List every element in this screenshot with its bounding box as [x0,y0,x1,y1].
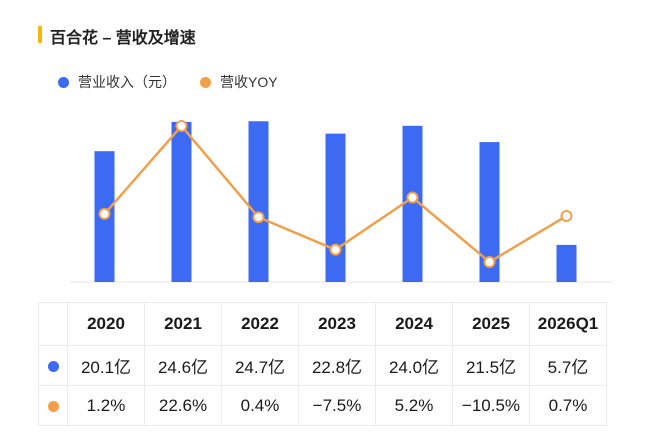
revenue-cell: 24.7亿 [221,345,299,386]
revenue-cell: 24.6亿 [144,345,222,386]
yoy-points [98,120,573,268]
header-year: 2021 [144,302,222,346]
header-year: 2023 [298,302,376,346]
yoy-point [483,256,496,268]
legend-label-yoy: 营收YOY [220,74,278,90]
header-year: 2020 [67,302,145,346]
header-corner-cell [38,302,68,346]
chart-legend: 营业收入（元） 营收YOY [58,72,302,92]
yoy-cell: 0.4% [221,385,299,426]
yoy-cell: 22.6% [144,385,222,426]
legend-label-revenue: 营业收入（元） [78,74,176,90]
revenue-cell: 24.0亿 [375,345,453,386]
yoy-cell: 5.2% [375,385,453,426]
revenue-bar [325,133,346,282]
orange-dot-icon [47,400,59,412]
revenue-cell: 20.1亿 [67,345,145,386]
legend-item-yoy: 营收YOY [200,72,278,92]
blue-dot-icon [47,360,59,372]
yoy-point [329,243,342,256]
title-accent-bar [38,26,42,43]
yoy-point [98,207,111,220]
table-row-revenue: 20.1亿 24.6亿 24.7亿 22.8亿 24.0亿 21.5亿 5.7亿 [38,345,607,386]
yoy-cell: 0.7% [529,385,607,426]
header-year: 2022 [221,302,299,346]
yoy-point [252,211,265,224]
yoy-row-marker [38,385,68,426]
yoy-cell: −7.5% [298,385,376,426]
data-table: 2020 2021 2022 2023 2024 2025 2026Q1 20.… [38,302,607,426]
revenue-cell: 22.8亿 [298,345,376,386]
header-year: 2025 [452,302,530,346]
revenue-bar [479,142,500,282]
yoy-point [406,191,419,204]
yoy-cell: −10.5% [452,385,530,426]
revenue-bar [402,125,423,282]
revenue-bar [556,244,577,282]
legend-item-revenue: 营业收入（元） [58,72,176,92]
revenue-yoy-chart [70,120,612,283]
revenue-cell: 21.5亿 [452,345,530,386]
revenue-bars [94,121,577,283]
table-row-yoy: 1.2% 22.6% 0.4% −7.5% 5.2% −10.5% 0.7% [38,385,607,426]
chart-title: 百合花 – 营收及增速 [50,30,196,47]
legend-dot-yoy [200,76,211,88]
revenue-row-marker [38,345,68,386]
revenue-bar [248,121,269,282]
table-header-row: 2020 2021 2022 2023 2024 2025 2026Q1 [38,302,607,346]
yoy-point [175,120,188,132]
header-year: 2024 [375,302,453,346]
yoy-cell: 1.2% [67,385,145,426]
yoy-point [560,209,573,222]
legend-dot-revenue [58,76,69,88]
header-year: 2026Q1 [529,302,607,346]
revenue-bar [171,121,192,283]
revenue-cell: 5.7亿 [529,345,607,386]
